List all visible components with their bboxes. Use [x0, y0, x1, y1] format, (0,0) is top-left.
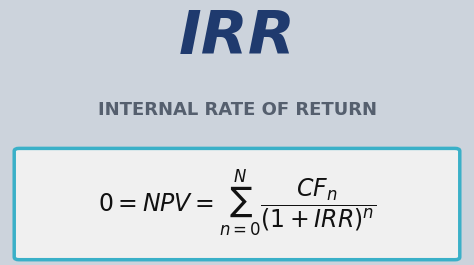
Text: INTERNAL RATE OF RETURN: INTERNAL RATE OF RETURN — [98, 101, 376, 119]
FancyBboxPatch shape — [14, 148, 460, 260]
Text: IRR: IRR — [179, 8, 295, 67]
Text: $0 = NPV = \sum_{n=0}^{N} \dfrac{CF_n}{(1+IRR)^n}$: $0 = NPV = \sum_{n=0}^{N} \dfrac{CF_n}{(… — [98, 167, 376, 238]
